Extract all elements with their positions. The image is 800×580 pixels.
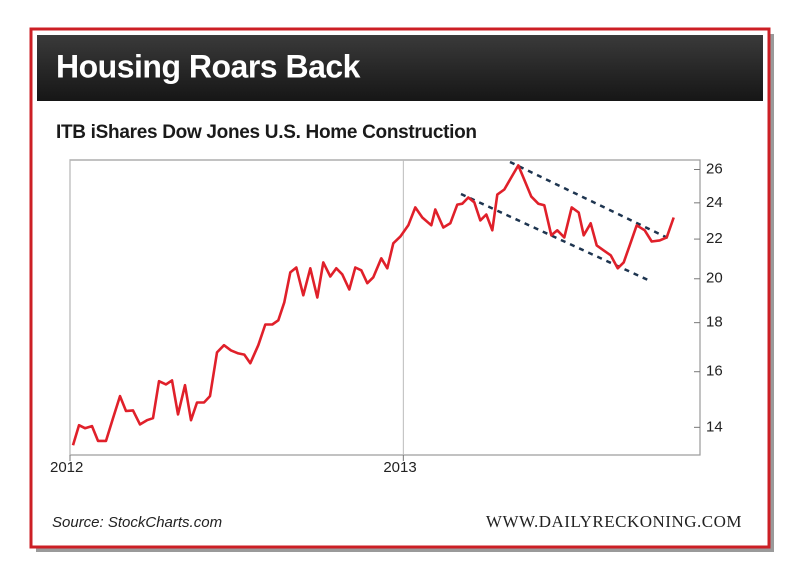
y-tick-label: 14 [706,418,723,435]
credit: WWW.DAILYRECKONING.COM [486,512,742,531]
y-tick-label: 18 [706,314,723,331]
header-band [37,35,763,101]
x-tick-label: 2012 [50,459,83,476]
chart-title: Housing Roars Back [56,48,361,84]
price-line [71,164,675,446]
y-tick-label: 20 [706,270,723,287]
chart-subtitle: ITB iShares Dow Jones U.S. Home Construc… [56,122,477,143]
y-tick-label: 24 [706,194,723,211]
y-tick-label: 26 [706,160,723,177]
x-tick-label: 2013 [383,459,416,476]
y-tick-label: 16 [706,363,723,380]
y-tick-label: 22 [706,230,723,247]
plot-area [69,159,701,456]
source-note: Source: StockCharts.com [52,514,222,531]
